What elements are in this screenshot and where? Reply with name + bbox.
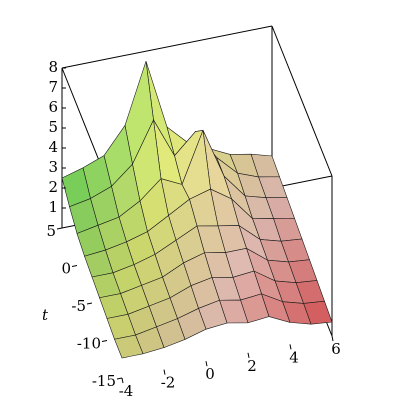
z-tick-label: 4 (48, 138, 58, 156)
y-tick-label: -10 (77, 335, 101, 353)
box-edge (61, 25, 273, 69)
y-tick-label: 0 (61, 260, 71, 278)
box-edge (271, 25, 333, 177)
x-tick-label: -2 (161, 374, 176, 392)
z-tick-label: 8 (48, 58, 58, 76)
z-tick-label: 6 (48, 98, 58, 116)
z-tick-label: 3 (48, 158, 58, 176)
x-tick-label: 0 (205, 365, 215, 383)
surface-patch (114, 334, 144, 359)
y-tick (116, 377, 123, 380)
x-tick-label: 4 (289, 348, 299, 366)
z-tick-label: 2 (48, 178, 58, 196)
y-tick (86, 302, 93, 305)
x-tick-label: 6 (331, 340, 341, 358)
x-tick (289, 344, 292, 350)
z-tick-label: 7 (48, 78, 58, 96)
x-tick (205, 361, 208, 367)
y-tick-label: -5 (71, 297, 86, 315)
y-tick (71, 265, 78, 267)
x-tick-label: 2 (247, 357, 257, 375)
x-tick-label: -4 (119, 382, 134, 400)
y-axis-label: t (42, 306, 49, 324)
y-tick (101, 340, 108, 342)
x-tick (331, 335, 334, 342)
y-tick (56, 227, 63, 230)
y-tick-label: -15 (92, 372, 116, 390)
x-tick (247, 352, 250, 358)
x-tick (121, 377, 124, 384)
z-tick-label: 1 (48, 198, 58, 216)
z-tick-label: 5 (48, 118, 58, 136)
x-tick (163, 369, 166, 375)
y-tick-label: 5 (46, 222, 56, 240)
